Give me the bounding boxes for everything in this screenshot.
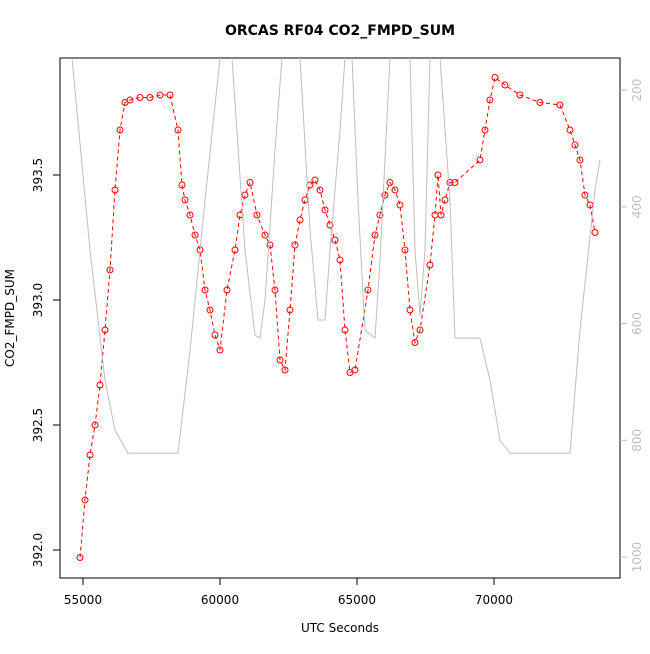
data-point	[174, 126, 182, 134]
data-point	[376, 211, 384, 219]
x-tick-label: 70000	[475, 593, 513, 607]
data-point	[411, 339, 419, 346]
data-point	[481, 126, 489, 134]
data-point	[446, 179, 454, 186]
data-point	[566, 126, 574, 134]
y-tick-label: 392.5	[31, 408, 45, 442]
data-point	[271, 286, 279, 294]
series-line	[71, 58, 601, 454]
data-point	[291, 241, 299, 249]
x-axis-label: UTC Seconds	[301, 621, 379, 635]
data-point	[311, 176, 319, 184]
plot-box	[59, 57, 621, 579]
data-point	[416, 326, 424, 334]
data-point	[391, 186, 399, 194]
data-point	[166, 91, 174, 99]
data-point	[351, 366, 359, 374]
data-point	[386, 179, 394, 186]
data-point	[281, 366, 289, 374]
x-tick-label: 55000	[64, 593, 102, 607]
chart-title: ORCAS RF04 CO2_FMPD_SUM	[225, 23, 455, 39]
data-point	[556, 101, 564, 109]
y-tick-label: 393.5	[31, 158, 45, 192]
y-tick-label: 392.0	[31, 533, 45, 567]
data-point	[401, 246, 409, 254]
data-point	[486, 96, 494, 104]
data-point	[364, 286, 372, 294]
data-point	[536, 99, 544, 106]
data-point	[326, 221, 334, 229]
data-point	[426, 261, 434, 269]
y2-tick-label: 600	[630, 312, 644, 335]
data-point	[241, 191, 249, 199]
data-point	[434, 171, 442, 179]
data-point	[491, 74, 499, 81]
y2-tick-label: 200	[630, 79, 644, 102]
series-line	[79, 76, 596, 558]
data-point	[316, 186, 324, 194]
data-point	[81, 496, 89, 504]
data-point	[266, 241, 274, 249]
x-tick-label: 60000	[201, 593, 239, 607]
data-point	[91, 421, 99, 429]
data-point	[396, 201, 404, 209]
data-point	[106, 266, 114, 274]
data-point	[336, 256, 344, 264]
data-point	[191, 231, 199, 239]
data-point	[371, 231, 379, 239]
data-point	[146, 94, 154, 101]
y2-tick-label: 1000	[630, 542, 644, 573]
data-point	[331, 236, 339, 244]
data-point	[576, 156, 584, 164]
data-point	[321, 206, 329, 214]
data-point	[581, 191, 589, 199]
data-point	[476, 156, 484, 164]
data-point	[76, 554, 84, 561]
data-point	[126, 96, 134, 104]
data-point	[591, 229, 599, 236]
y2-tick-label: 800	[630, 429, 644, 452]
data-point	[156, 91, 164, 99]
data-point	[181, 196, 189, 204]
data-point	[116, 126, 124, 134]
data-point	[276, 356, 284, 364]
data-point	[341, 326, 349, 334]
data-point	[86, 451, 94, 459]
data-point	[437, 211, 445, 219]
data-point	[253, 211, 261, 219]
y-tick-label: 393.0	[31, 283, 45, 317]
data-point	[136, 94, 144, 101]
data-point	[101, 326, 109, 334]
data-point	[516, 91, 524, 99]
data-point	[381, 191, 389, 199]
data-point	[211, 331, 219, 339]
data-point	[451, 179, 459, 186]
data-point	[286, 306, 294, 314]
data-point	[201, 286, 209, 294]
data-point	[96, 381, 104, 389]
data-point	[441, 196, 449, 204]
data-point	[261, 231, 269, 239]
x-tick-label: 65000	[338, 593, 376, 607]
y2-tick-label: 400	[630, 195, 644, 218]
data-point	[501, 81, 509, 89]
y-axis-label: CO2_FMPD_SUM	[3, 269, 17, 367]
data-point	[206, 306, 214, 314]
data-point	[231, 246, 239, 254]
data-point	[216, 346, 224, 354]
data-point	[186, 211, 194, 219]
data-point	[296, 216, 304, 224]
data-point	[246, 179, 254, 186]
data-point	[406, 306, 414, 314]
data-point	[571, 141, 579, 149]
data-point	[111, 186, 119, 194]
data-point	[178, 181, 186, 189]
data-point	[223, 286, 231, 294]
